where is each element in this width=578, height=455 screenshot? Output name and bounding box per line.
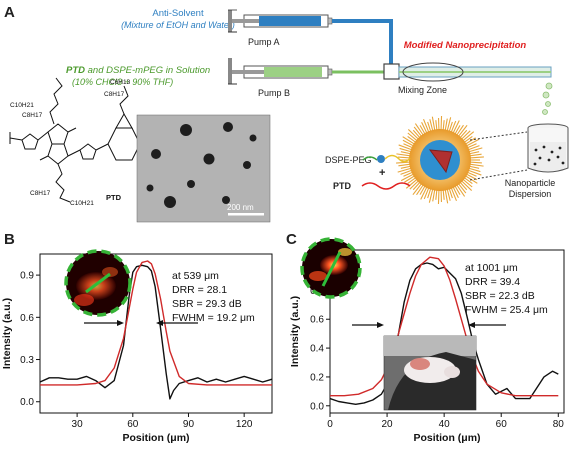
chart-b-ytick-label: 0.9 — [20, 271, 34, 282]
chart-b-plot-frame — [39, 253, 273, 414]
chart-c-xtick-label: 60 — [496, 419, 508, 430]
chart-b-ytick-label: 0.3 — [20, 355, 34, 366]
inset-fluorescence-b — [64, 249, 132, 317]
nanoparticle-dispersion-line2: Dispersion — [509, 189, 552, 199]
anti-solvent-title: Anti-Solvent — [152, 8, 204, 19]
scale-bar — [228, 213, 264, 216]
chart-b-xtick-label: 90 — [183, 419, 195, 430]
chain-c10h21-bottom: C10H21 — [70, 200, 94, 207]
panel-a: A Anti-Solvent (Mixture of EtOH and Wate… — [4, 4, 569, 223]
mixing-zone-ellipse — [402, 62, 464, 82]
dspe-head-icon — [377, 155, 385, 163]
ptd-solvent-label: (10% CHCl3 + 90% THF) — [72, 77, 173, 87]
chart-c-ytick-label: 0.2 — [310, 372, 324, 383]
chart-b-ylabel: Intensity (a.u.) — [1, 298, 13, 369]
chart-c-ylabel: Intensity (a.u.) — [289, 296, 301, 367]
chart-c-xtick-label: 20 — [382, 419, 394, 430]
legend-ptd: PTD — [333, 181, 352, 191]
pump-a-label: Pump A — [248, 37, 280, 47]
chain-c6h13-right: C6H13 — [110, 79, 131, 86]
nanoparticle-micelle — [396, 116, 484, 204]
beaker — [527, 123, 569, 173]
peg-chain-icon — [384, 154, 411, 163]
panel-c-letter: C — [286, 231, 297, 248]
annotation-b-3: SBR = 29.3 dB — [172, 298, 242, 310]
chart-b-ytick-label: 0.6 — [20, 313, 34, 324]
fwhm-arrows-b — [84, 320, 198, 326]
chart-c-series-measured-line — [329, 262, 559, 405]
molecule-label: PTD — [106, 193, 122, 202]
annotation-b-4: FWHM = 19.2 μm — [172, 312, 255, 324]
scale-bar-label: 200 nm — [227, 203, 254, 212]
legend-dspe-peg: DSPE-PEG — [325, 155, 372, 165]
chain-c8h17-top: C8H17 — [22, 112, 43, 119]
dspe-tail-icon — [362, 156, 378, 161]
chain-c8h17-bottom: C8H17 — [30, 190, 51, 197]
legend-plus: + — [379, 167, 385, 179]
chart-c-plot-frame — [329, 249, 565, 414]
ptd-solution-label: PTD and DSPE-mPEG in Solution — [66, 65, 210, 76]
mixing-zone-label: Mixing Zone — [398, 85, 447, 95]
annotation-b-2: DRR = 28.1 — [172, 284, 227, 296]
nanoparticle-dispersion-line1: Nanoparticle — [505, 178, 556, 188]
chart-b-series-measured-line — [39, 264, 273, 400]
chart-b-xtick-label: 120 — [236, 419, 253, 430]
chart-b: 0.0 0.3 0.6 0.9 30 60 90 120 Position (μm) Intens… — [1, 253, 273, 444]
chart-c-series-fit-line — [330, 256, 559, 397]
mouse-photo-inset — [383, 335, 477, 411]
chart-b-xtick-label: 30 — [72, 419, 84, 430]
panel-b: B 0.0 0.3 0.6 0.9 30 60 90 120 Position (μm) Inte… — [1, 231, 273, 444]
annotation-b-1: at 539 μm — [172, 270, 219, 282]
chart-c-xtick-label: 80 — [553, 419, 565, 430]
chain-c8h17-right: C8H17 — [104, 91, 125, 98]
chart-c-ytick-label: 0.4 — [310, 344, 324, 355]
chart-b-xlabel: Position (μm) — [122, 432, 189, 444]
annotation-c-1: at 1001 μm — [465, 262, 518, 274]
chart-b-series-fit-line — [40, 260, 272, 386]
chart-c-xtick-label: 40 — [439, 419, 451, 430]
mixing-junction — [383, 63, 400, 80]
tem-image: 200 nm — [136, 114, 271, 223]
annotations-b: at 539 μm DRR = 28.1 SBR = 29.3 dB FWHM … — [172, 270, 255, 324]
modified-nanoprecipitation-title: Modified Nanoprecipitation — [404, 40, 527, 51]
droplets — [542, 82, 553, 115]
ptd-chain-icon — [361, 182, 411, 190]
chart-c-ytick-label: 0.6 — [310, 315, 324, 326]
chart-c-ytick-label: 0.0 — [310, 401, 324, 412]
ptd-chemical-structure — [9, 77, 153, 203]
annotation-c-3: SBR = 22.3 dB — [465, 290, 535, 302]
anti-solvent-tube — [332, 19, 393, 66]
chart-b-xtick-label: 60 — [127, 419, 139, 430]
chain-c10h21-top: C10H21 — [10, 102, 34, 109]
anti-solvent-subtitle: (Mixture of EtOH and Water) — [121, 20, 235, 30]
panel-a-letter: A — [4, 4, 15, 21]
pump-b-label: Pump B — [258, 88, 290, 98]
panel-c: C 0.00.20.40.60.81.0020406080Position (μ… — [286, 231, 565, 444]
fwhm-arrows-c — [352, 322, 506, 328]
chart-b-ytick-label: 0.0 — [20, 397, 34, 408]
annotation-c-4: FWHM = 25.4 μm — [465, 304, 548, 316]
inset-fluorescence-c — [300, 237, 362, 299]
panel-b-letter: B — [4, 231, 15, 248]
pump-a-syringe — [228, 9, 333, 33]
chart-c-xtick-label: 0 — [327, 419, 333, 430]
annotations-c: at 1001 μm DRR = 39.4 SBR = 22.3 dB FWHM… — [465, 262, 548, 316]
chart-c-xlabel: Position (μm) — [413, 432, 480, 444]
annotation-c-2: DRR = 39.4 — [465, 276, 520, 288]
pump-b-syringe — [228, 58, 333, 85]
